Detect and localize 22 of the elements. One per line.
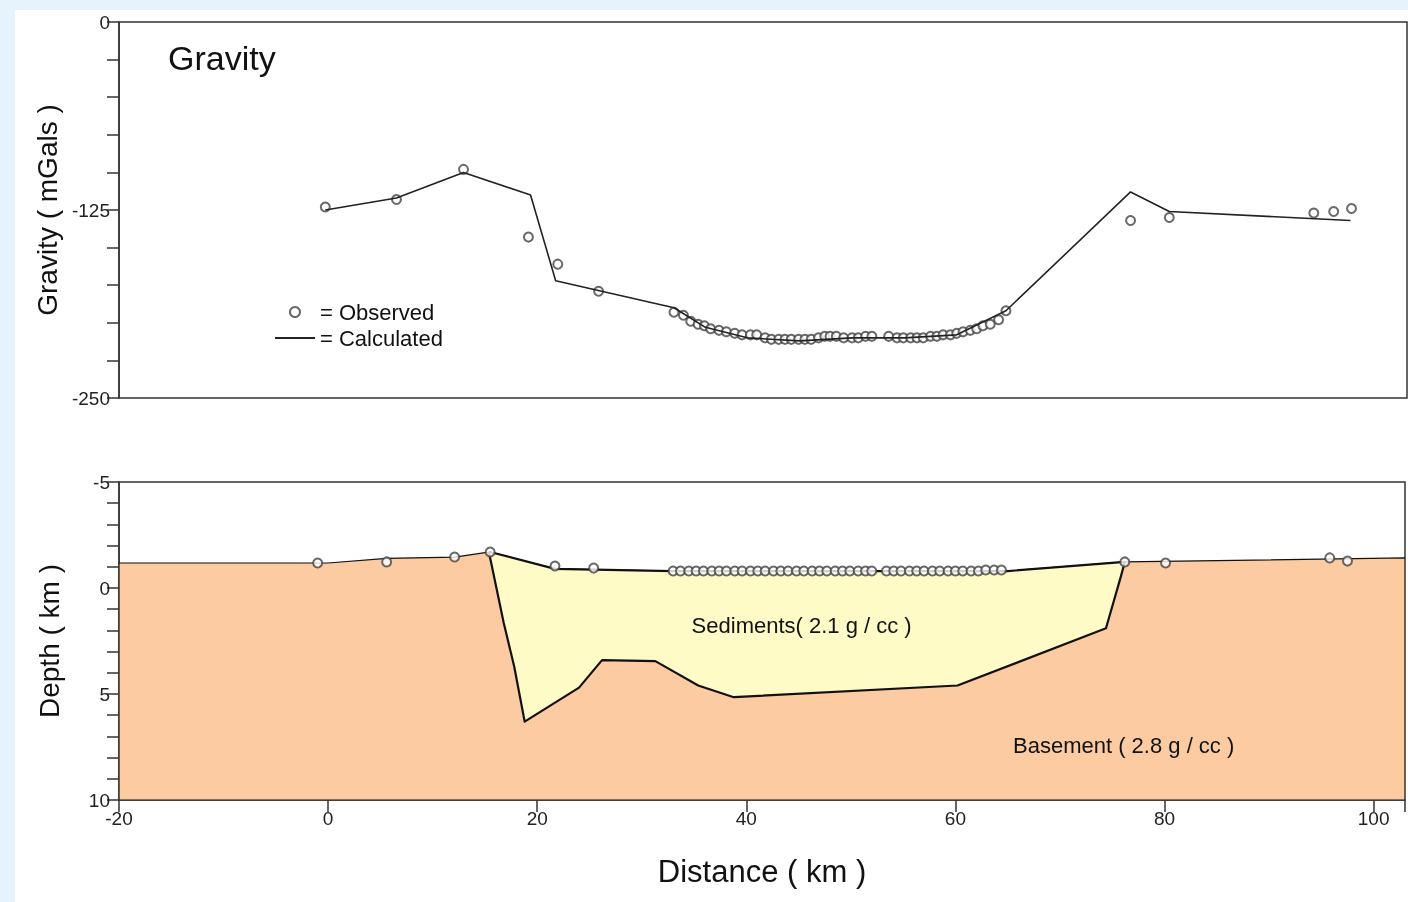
legend-label: = Observed xyxy=(320,299,435,325)
x-tick-label: 60 xyxy=(944,808,966,829)
text: Gravity xyxy=(168,39,276,77)
legend-label: = Calculated xyxy=(320,325,443,351)
annotation: Sediments( 2.1 g / cc ) xyxy=(691,612,912,638)
x-tick-label: 0 xyxy=(322,808,334,829)
y-axis-title: Depth ( km ) xyxy=(33,563,65,719)
y-tick-label: -250 xyxy=(71,387,110,409)
y-tick-label: 0 xyxy=(99,11,110,33)
y-tick-label: 0 xyxy=(99,577,110,599)
x-tick-label: 100 xyxy=(1357,808,1390,829)
y-tick-label: 10 xyxy=(88,789,110,811)
y-tick-label: 5 xyxy=(99,683,110,705)
annotation: Basement ( 2.8 g / cc ) xyxy=(1012,733,1235,759)
x-tick-label: 80 xyxy=(1153,808,1176,829)
x-tick-label: 40 xyxy=(735,808,757,829)
x-axis-title: Distance ( km ) xyxy=(657,854,867,889)
x-tick-label: -20 xyxy=(105,808,133,829)
y-tick-label: -125 xyxy=(71,199,110,221)
y-axis-title: Gravity ( mGals ) xyxy=(31,104,63,316)
y-tick-label: -5 xyxy=(93,471,110,493)
x-tick-label: 20 xyxy=(526,808,548,829)
